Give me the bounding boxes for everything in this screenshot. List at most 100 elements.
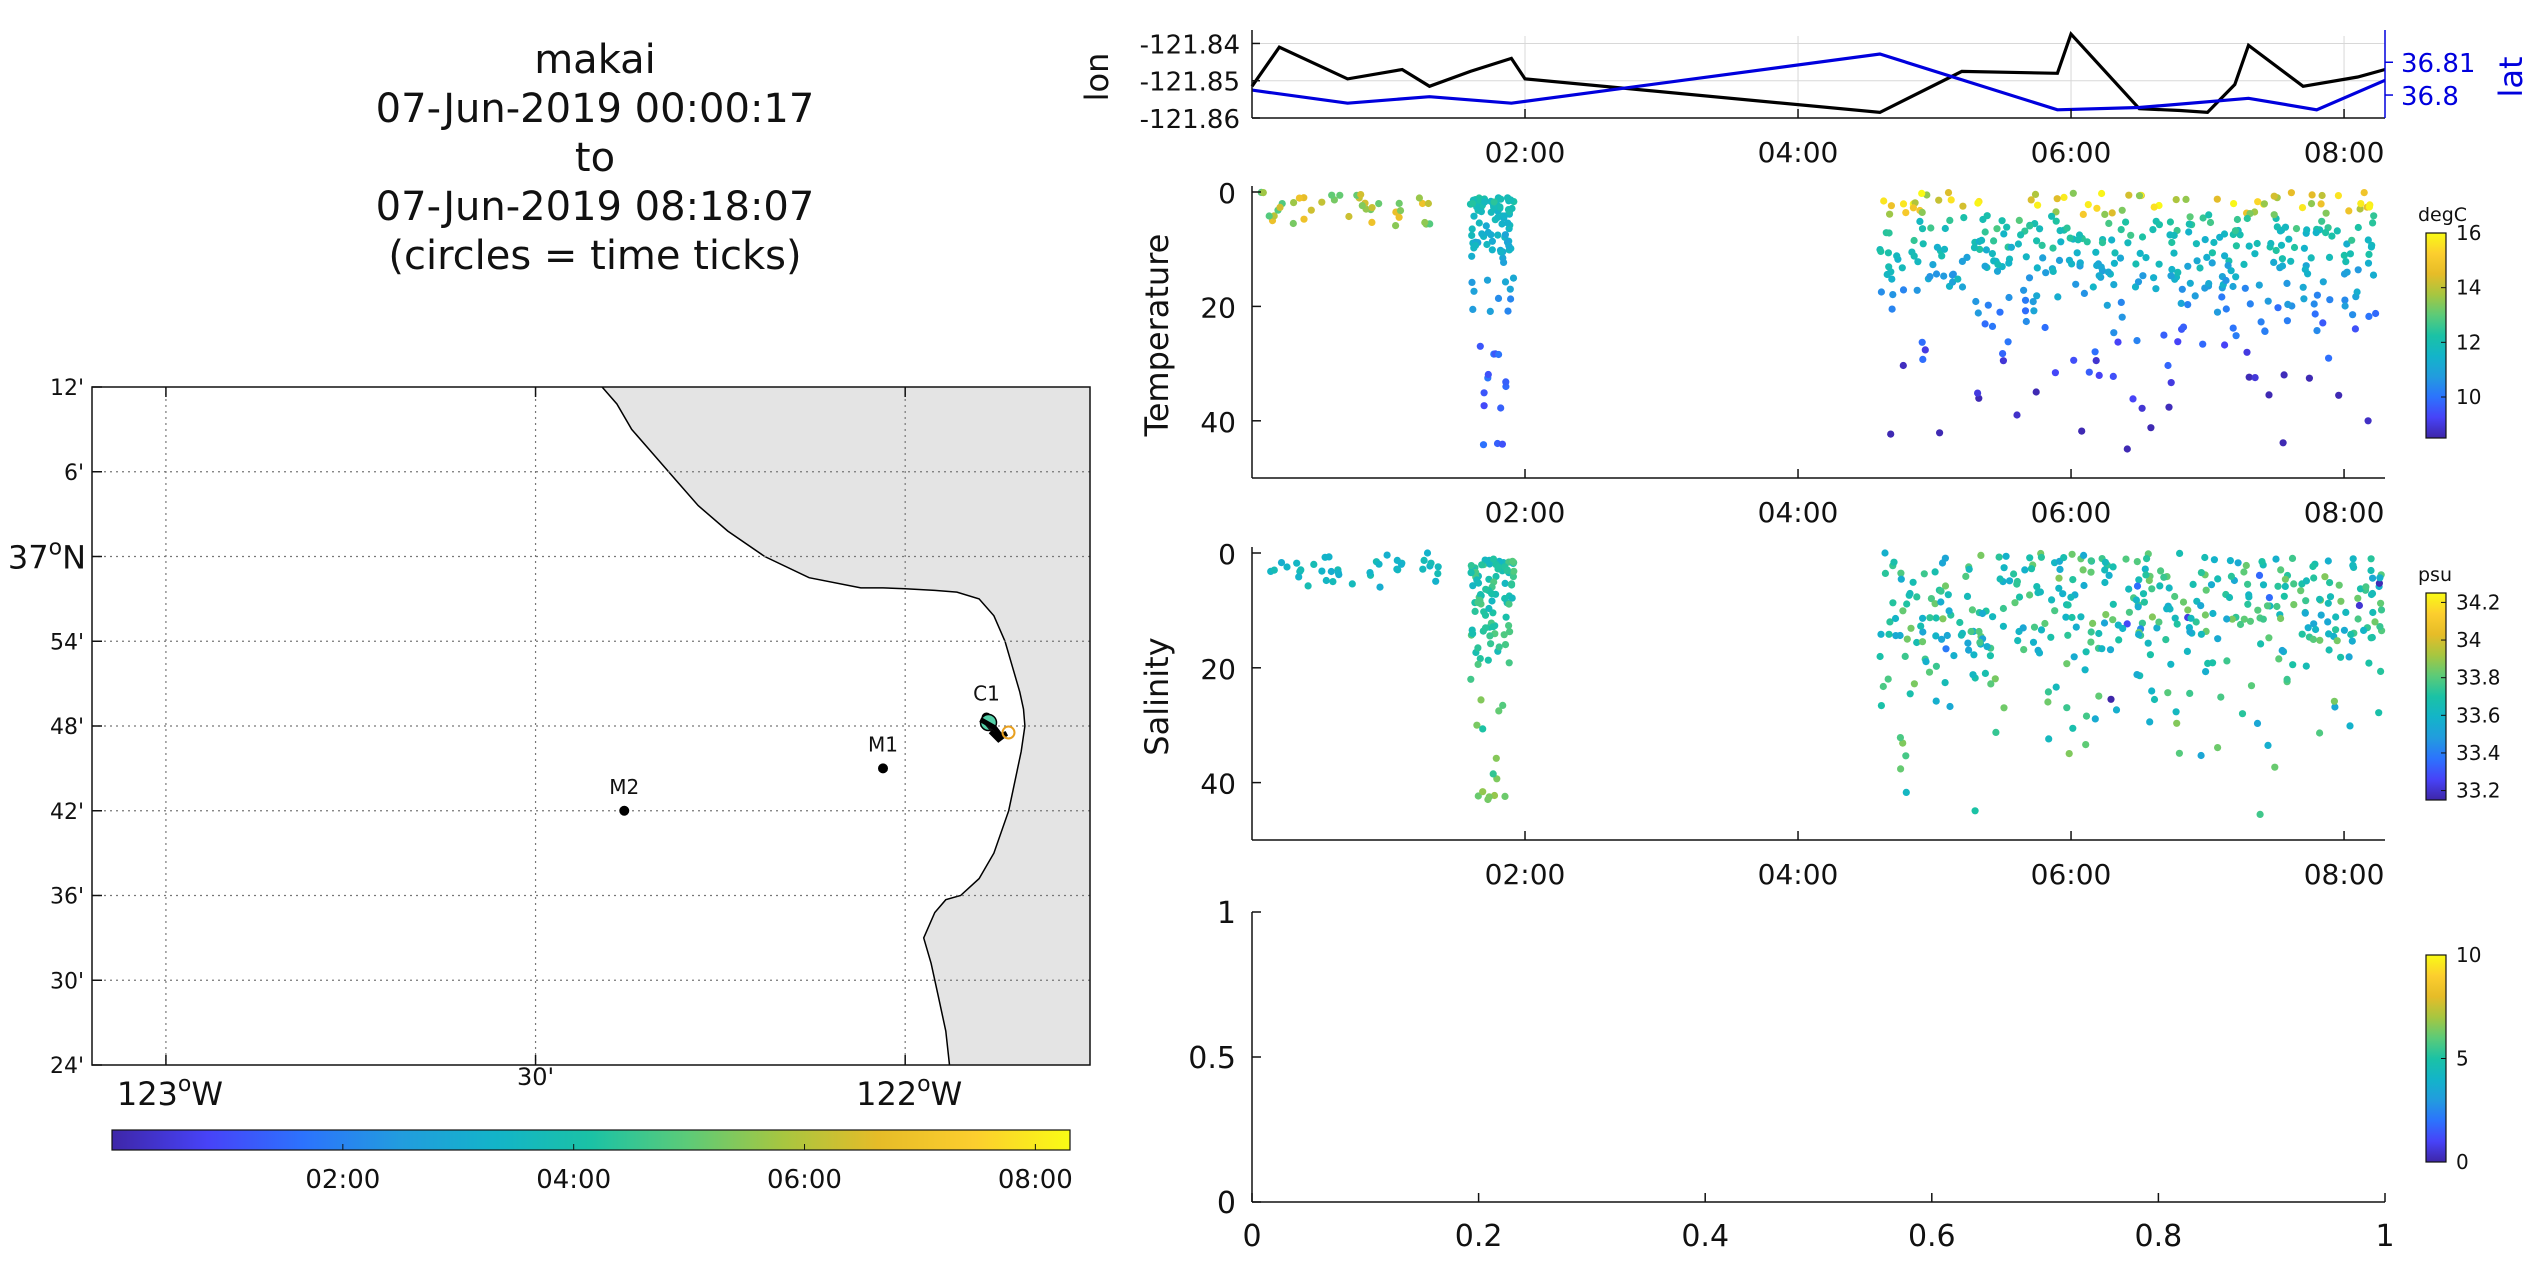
x-tick-label: 06:00 — [2031, 858, 2112, 891]
data-point — [2156, 582, 2164, 590]
data-point — [2319, 319, 2327, 327]
data-point — [2324, 599, 2332, 607]
colorbar-tick-label: 10 — [2456, 385, 2481, 409]
data-point — [1483, 240, 1491, 249]
data-point — [1889, 599, 1897, 607]
data-point — [1502, 613, 1510, 621]
data-point — [2367, 634, 2375, 642]
data-point — [2134, 603, 2142, 611]
data-point — [2013, 411, 2021, 419]
data-point — [1486, 307, 1494, 315]
data-point — [2048, 596, 2056, 604]
data-point — [1909, 204, 1917, 212]
data-point — [1293, 559, 1301, 567]
data-point — [1497, 404, 1505, 412]
data-point — [1469, 630, 1477, 638]
map-x-tick-label: 123oW — [117, 1072, 223, 1113]
data-point — [1328, 191, 1336, 199]
title-line-3: to — [574, 135, 616, 181]
x-tick-label: 06:00 — [2031, 496, 2112, 529]
data-point — [2302, 662, 2310, 670]
data-point — [2129, 395, 2137, 403]
data-point — [1481, 611, 1490, 619]
data-point — [1495, 563, 1503, 571]
data-point — [1941, 679, 1949, 687]
data-point — [1899, 200, 1908, 208]
title-line-1: makai — [534, 37, 656, 83]
data-point — [1501, 792, 1509, 801]
data-point — [1502, 378, 1510, 386]
data-point — [2072, 280, 2080, 288]
data-point — [2106, 646, 2115, 654]
data-point — [2183, 647, 2191, 656]
data-point — [2000, 704, 2008, 712]
data-point — [1504, 219, 1512, 227]
y2-axis-label: lat — [2492, 56, 2530, 97]
data-point — [1415, 194, 1423, 202]
data-point — [2184, 262, 2192, 270]
data-point — [2263, 602, 2272, 610]
data-point — [2029, 638, 2038, 646]
data-point — [2098, 239, 2107, 247]
data-point — [2182, 195, 2190, 203]
data-point — [2015, 593, 2024, 601]
data-point — [2041, 619, 2049, 628]
data-point — [1498, 220, 1506, 228]
data-point — [1906, 690, 1914, 698]
data-point — [2079, 566, 2087, 574]
data-point — [2354, 594, 2362, 602]
data-point — [2213, 308, 2222, 316]
data-point — [2052, 208, 2060, 216]
data-point — [2365, 203, 2373, 211]
data-point — [2231, 227, 2240, 235]
data-point — [2004, 338, 2012, 346]
data-point — [1969, 671, 1977, 679]
station-marker — [878, 763, 889, 774]
data-point — [2207, 581, 2216, 589]
data-point — [1467, 562, 1475, 570]
data-point — [1937, 598, 1945, 606]
data-point — [2041, 323, 2049, 332]
data-point — [1996, 308, 2004, 316]
colorbar-tick-label: 34 — [2456, 628, 2481, 652]
data-point — [2087, 628, 2095, 636]
data-point — [2351, 325, 2359, 333]
data-point — [1996, 575, 2004, 583]
data-point — [1478, 230, 1486, 238]
data-point — [2360, 189, 2368, 197]
data-point — [2335, 581, 2343, 589]
data-point — [1926, 614, 1934, 622]
data-point — [2022, 253, 2030, 261]
data-point — [2064, 631, 2072, 639]
data-point — [2255, 281, 2263, 289]
data-point — [2132, 260, 2140, 268]
data-point — [2251, 374, 2259, 382]
data-point — [1944, 591, 1952, 599]
data-point — [2160, 331, 2168, 339]
data-point — [1489, 623, 1497, 631]
data-point — [2290, 601, 2298, 609]
data-point — [1998, 217, 2006, 225]
data-point — [2234, 559, 2242, 567]
data-point — [1986, 652, 1994, 660]
data-point — [1978, 609, 1987, 618]
data-point — [2217, 693, 2225, 701]
data-point — [2260, 200, 2268, 208]
data-point — [1418, 199, 1427, 208]
data-point — [1902, 788, 1910, 797]
data-point — [2310, 300, 2318, 308]
data-point — [1916, 217, 1924, 225]
data-point — [2108, 209, 2116, 217]
data-point — [2141, 565, 2149, 573]
data-point — [2311, 310, 2319, 318]
data-point — [2148, 613, 2156, 621]
data-point — [1357, 191, 1365, 199]
y-tick-label: 40 — [1200, 406, 1236, 439]
data-point — [2226, 557, 2234, 565]
data-point — [2367, 566, 2375, 575]
data-point — [2067, 593, 2075, 601]
y-tick-label: 1 — [1217, 896, 1236, 931]
data-point — [2224, 261, 2232, 270]
data-point — [1910, 680, 1918, 688]
